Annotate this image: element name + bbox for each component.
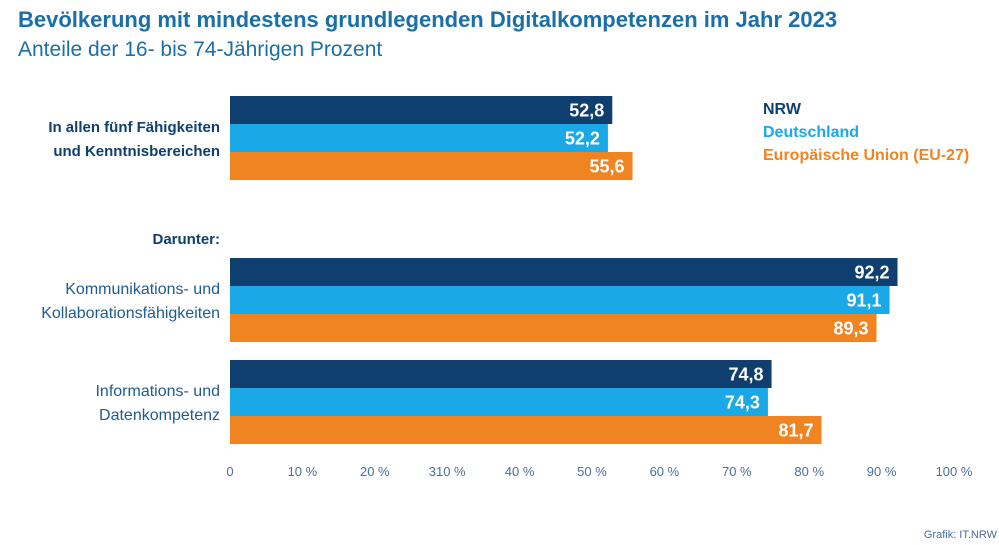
x-tick-label: 10 % [288,464,318,479]
chart-title: Bevölkerung mit mindestens grundlegenden… [18,7,838,32]
x-tick-label: 20 % [360,464,390,479]
x-tick-label: 60 % [650,464,680,479]
legend-entry: NRW [763,101,802,118]
category-label: Informations- und [95,383,220,400]
bar-eu-0 [230,152,633,180]
source-credit: Grafik: IT.NRW [923,529,997,541]
value-label: 91,1 [847,291,882,311]
bar-eu-2 [230,416,822,444]
x-tick-label: 70 % [722,464,752,479]
x-tick-label: 0 [226,464,233,479]
x-tick-label: 40 % [505,464,535,479]
x-tick-label: 310 % [429,464,466,479]
value-label: 74,8 [729,365,764,385]
value-label: 74,3 [725,393,760,413]
category-label: Kommunikations- und [65,281,220,298]
value-label: 52,8 [569,101,604,121]
bar-nrw-2 [230,360,772,388]
category-label: Datenkompetenz [99,407,220,424]
value-label: 89,3 [833,319,868,339]
bar-nrw-0 [230,96,613,124]
bar-deutschland-1 [230,286,890,314]
x-tick-label: 100 % [936,464,973,479]
legend-entry: Deutschland [763,124,859,141]
x-tick-label: 80 % [794,464,824,479]
bar-deutschland-0 [230,124,608,152]
legend-entry: Europäische Union (EU-27) [763,147,969,164]
x-tick-label: 90 % [867,464,897,479]
chart-subtitle: Anteile der 16- bis 74-Jährigen Prozent [18,38,383,61]
bar-nrw-1 [230,258,898,286]
category-label: In allen fünf Fähigkeiten [48,119,220,136]
value-label: 81,7 [778,421,813,441]
section-label: Darunter: [152,231,220,248]
value-label: 55,6 [589,157,624,177]
bar-deutschland-2 [230,388,768,416]
category-label: und Kenntnisbereichen [53,143,220,160]
x-tick-label: 50 % [577,464,607,479]
category-label: Kollaborationsfähigkeiten [41,305,220,322]
value-label: 52,2 [565,129,600,149]
value-label: 92,2 [854,263,889,283]
bar-eu-1 [230,314,877,342]
